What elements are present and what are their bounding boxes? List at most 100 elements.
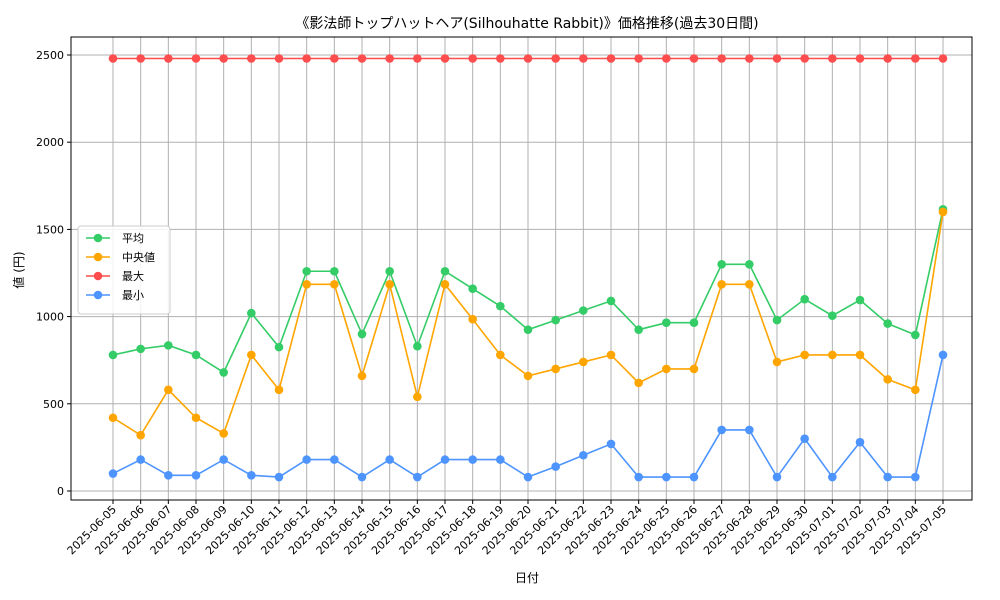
- data-point: [164, 341, 173, 350]
- data-point: [579, 306, 588, 315]
- legend-swatch-marker: [93, 233, 103, 243]
- data-point: [247, 471, 256, 480]
- data-point: [772, 472, 782, 482]
- series-0: [108, 205, 948, 377]
- data-point: [330, 455, 339, 464]
- data-point: [523, 371, 533, 381]
- data-point: [330, 54, 339, 63]
- data-point: [717, 54, 726, 63]
- data-point: [855, 350, 865, 360]
- data-point: [828, 350, 837, 360]
- data-point: [274, 342, 284, 352]
- data-point: [911, 472, 920, 482]
- data-point: [440, 54, 450, 63]
- data-point: [440, 266, 450, 276]
- data-point: [274, 54, 284, 63]
- data-point: [717, 280, 726, 289]
- data-point: [191, 413, 201, 423]
- data-point: [523, 54, 533, 63]
- data-point: [413, 472, 422, 482]
- data-point: [800, 434, 809, 443]
- data-point: [108, 350, 118, 360]
- data-point: [247, 308, 256, 318]
- data-point: [247, 54, 256, 63]
- data-point: [662, 54, 671, 63]
- y-tick-label: 1000: [36, 311, 64, 324]
- data-point: [579, 357, 588, 367]
- data-point: [523, 325, 533, 334]
- data-point: [440, 455, 450, 464]
- data-point: [911, 385, 920, 395]
- y-tick-label: 2500: [36, 49, 64, 62]
- data-point: [717, 425, 726, 435]
- data-point: [440, 280, 450, 289]
- data-point: [357, 472, 367, 482]
- data-point: [938, 54, 948, 63]
- data-point: [219, 429, 228, 438]
- data-point: [496, 350, 505, 360]
- x-axis-label: 日付: [515, 571, 539, 585]
- data-point: [745, 54, 754, 63]
- data-point: [634, 472, 643, 482]
- y-tick-label: 500: [43, 398, 64, 411]
- data-point: [662, 318, 671, 328]
- series-2: [108, 54, 948, 63]
- data-point: [274, 385, 284, 395]
- data-point: [302, 455, 311, 464]
- data-point: [689, 54, 699, 63]
- data-point: [108, 54, 118, 63]
- data-point: [191, 471, 201, 480]
- legend-label: 平均: [122, 232, 144, 245]
- data-point: [496, 54, 505, 63]
- data-point: [606, 54, 616, 63]
- data-point: [191, 350, 201, 360]
- legend-label: 中央値: [122, 251, 155, 264]
- series-1: [108, 207, 948, 440]
- data-point: [606, 296, 616, 306]
- data-point: [606, 439, 616, 449]
- data-point: [136, 430, 145, 440]
- data-point: [938, 350, 948, 360]
- data-point: [606, 350, 616, 360]
- data-point: [413, 341, 422, 351]
- data-point: [883, 319, 892, 328]
- data-point: [164, 54, 173, 63]
- data-point: [302, 266, 311, 276]
- plot-frame: [70, 36, 973, 501]
- chart-title: 《影法師トップハットヘア(Silhouhatte Rabbit)》価格推移(過去…: [295, 16, 758, 32]
- data-point: [219, 368, 228, 377]
- data-point: [634, 54, 643, 63]
- data-point: [108, 413, 118, 423]
- data-point: [828, 311, 837, 321]
- data-point: [883, 472, 892, 482]
- data-point: [385, 266, 394, 276]
- data-point: [828, 472, 837, 482]
- data-point: [772, 357, 782, 367]
- data-point: [883, 54, 892, 63]
- data-point: [579, 54, 588, 63]
- legend-swatch-marker: [93, 252, 103, 262]
- data-point: [468, 284, 477, 293]
- data-point: [108, 469, 118, 478]
- data-point: [662, 472, 671, 482]
- data-point: [136, 344, 145, 354]
- y-axis-label: 値 (円): [11, 251, 26, 288]
- data-point: [136, 455, 145, 464]
- data-point: [164, 471, 173, 480]
- data-point: [219, 455, 228, 464]
- legend-swatch-marker: [93, 271, 103, 281]
- data-point: [468, 314, 477, 324]
- data-point: [496, 455, 505, 464]
- data-point: [468, 455, 477, 464]
- data-point: [164, 385, 173, 395]
- y-tick-label: 2000: [36, 136, 64, 149]
- data-point: [855, 54, 865, 63]
- y-tick-label: 0: [57, 485, 64, 498]
- data-point: [855, 295, 865, 305]
- grid: [71, 37, 972, 500]
- data-point: [828, 54, 837, 63]
- data-point: [357, 371, 367, 381]
- data-point: [634, 378, 643, 388]
- data-point: [274, 472, 284, 482]
